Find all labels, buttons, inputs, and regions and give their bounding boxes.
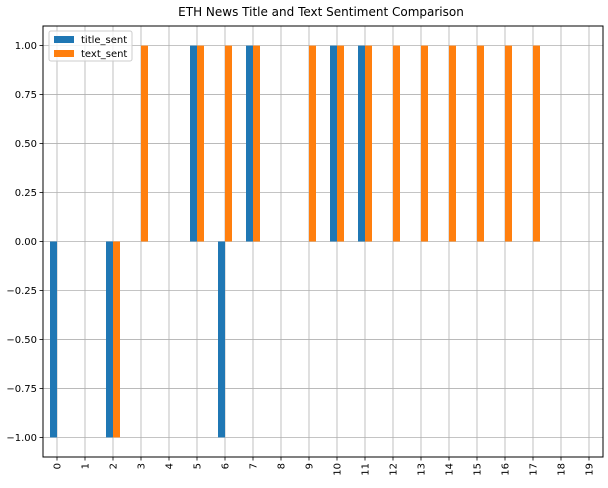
- x-tick-label: 9: [305, 463, 316, 469]
- bar-text_sent-10: [337, 45, 344, 242]
- x-tick-label: 12: [389, 463, 400, 476]
- legend-label-title_sent: title_sent: [81, 35, 127, 46]
- y-tick-label: 0.00: [15, 237, 37, 248]
- bar-text_sent-9: [309, 45, 316, 242]
- x-tick-label: 18: [557, 463, 568, 476]
- bar-text_sent-6: [225, 45, 232, 242]
- x-tick-label: 2: [109, 463, 120, 469]
- bar-text_sent-16: [505, 45, 512, 242]
- bar-text_sent-13: [421, 45, 428, 242]
- bar-text_sent-5: [197, 45, 204, 242]
- x-tick-label: 14: [445, 463, 456, 476]
- bar-title_sent-7: [246, 45, 253, 242]
- x-tick-label: 16: [501, 463, 512, 476]
- y-tick-label: −1.00: [6, 433, 37, 444]
- x-tick-label: 1: [81, 463, 92, 469]
- bar-text_sent-12: [393, 45, 400, 242]
- bar-text_sent-15: [477, 45, 484, 242]
- bar-text_sent-11: [365, 45, 372, 242]
- x-tick-label: 0: [53, 463, 64, 469]
- x-tick-label: 19: [585, 463, 596, 476]
- bar-text_sent-7: [253, 45, 260, 242]
- bars: [50, 45, 540, 438]
- x-tick-label: 3: [137, 463, 148, 469]
- x-tick-label: 8: [277, 463, 288, 469]
- y-axis: −1.00 −0.75 −0.50 −0.25 0.00 0.25 0.50 0.75 1.00: [6, 41, 43, 444]
- x-tick-label: 5: [193, 463, 204, 469]
- bar-text_sent-14: [449, 45, 456, 242]
- y-tick-label: −0.50: [6, 335, 37, 346]
- bar-title_sent-2: [106, 241, 113, 438]
- bar-title_sent-0: [50, 241, 57, 438]
- bar-title_sent-11: [358, 45, 365, 242]
- legend-label-text_sent: text_sent: [81, 49, 127, 60]
- bar-title_sent-5: [190, 45, 197, 242]
- x-tick-label: 4: [165, 463, 176, 469]
- chart-title: ETH News Title and Text Sentiment Compar…: [178, 5, 464, 19]
- y-tick-label: 0.75: [15, 90, 37, 101]
- bar-text_sent-17: [533, 45, 540, 242]
- legend-swatch-text_sent: [54, 50, 74, 57]
- x-tick-label: 11: [361, 463, 372, 476]
- x-tick-label: 17: [529, 463, 540, 476]
- x-axis: 0 1 2 3 4 5 6 7 8 9 10 11 12 13 14 15 16 17 18 19: [53, 457, 596, 476]
- y-tick-label: 0.50: [15, 139, 37, 150]
- grid-lines: [43, 26, 603, 457]
- y-tick-label: 0.25: [15, 188, 37, 199]
- x-tick-label: 7: [249, 463, 260, 469]
- bar-title_sent-6: [218, 241, 225, 438]
- x-tick-label: 13: [417, 463, 428, 476]
- legend: title_sent text_sent: [48, 30, 133, 62]
- x-tick-label: 10: [333, 463, 344, 476]
- y-tick-label: −0.75: [6, 384, 37, 395]
- y-tick-label: 1.00: [15, 41, 37, 52]
- bar-title_sent-10: [330, 45, 337, 242]
- bar-text_sent-3: [141, 45, 148, 242]
- legend-swatch-title_sent: [54, 36, 74, 43]
- bar-text_sent-2: [113, 241, 120, 438]
- x-tick-label: 15: [473, 463, 484, 476]
- y-tick-label: −0.25: [6, 286, 37, 297]
- x-tick-label: 6: [221, 463, 232, 469]
